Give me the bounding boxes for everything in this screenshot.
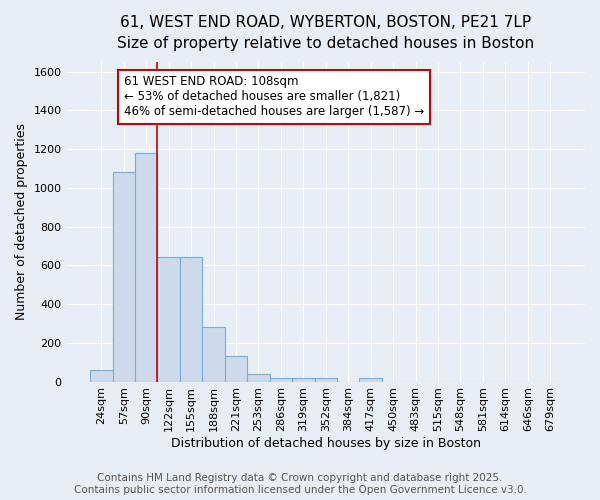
Title: 61, WEST END ROAD, WYBERTON, BOSTON, PE21 7LP
Size of property relative to detac: 61, WEST END ROAD, WYBERTON, BOSTON, PE2…: [117, 15, 535, 51]
Bar: [113, 172, 135, 382]
Bar: [90, 370, 113, 382]
Bar: [359, 378, 382, 382]
X-axis label: Distribution of detached houses by size in Boston: Distribution of detached houses by size …: [171, 437, 481, 450]
Text: Contains HM Land Registry data © Crown copyright and database right 2025.
Contai: Contains HM Land Registry data © Crown c…: [74, 474, 526, 495]
Bar: [135, 153, 157, 382]
Bar: [269, 378, 292, 382]
Bar: [314, 378, 337, 382]
Text: 61 WEST END ROAD: 108sqm
← 53% of detached houses are smaller (1,821)
46% of sem: 61 WEST END ROAD: 108sqm ← 53% of detach…: [124, 76, 424, 118]
Bar: [180, 256, 202, 382]
Bar: [157, 256, 180, 382]
Bar: [225, 356, 247, 382]
Y-axis label: Number of detached properties: Number of detached properties: [15, 123, 28, 320]
Bar: [292, 378, 314, 382]
Bar: [202, 328, 225, 382]
Bar: [247, 374, 269, 382]
